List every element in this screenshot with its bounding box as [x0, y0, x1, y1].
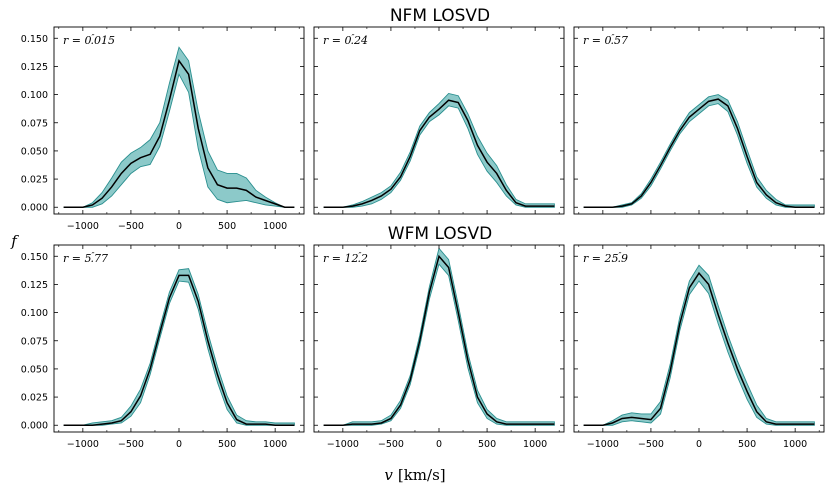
radius-annotation-suffix: .2 [357, 252, 368, 265]
confidence-band [583, 94, 815, 208]
x-tick-label: 1000 [523, 439, 547, 450]
y-tick-label: 0.075 [21, 118, 48, 129]
x-tick-label: −500 [378, 439, 404, 450]
y-tick-label: 0.050 [21, 146, 48, 157]
row-title-wfm: WFM LOSVD [388, 224, 492, 244]
radius-annotation-suffix: .24 [350, 34, 368, 47]
arcsec-mark: ″ [91, 33, 94, 42]
panel-6: −1000 −500 0 500 1000 r = 25″.9 [573, 244, 825, 450]
radius-annotation: r = 12″.2 [323, 251, 368, 265]
y-tick-label: 0.050 [21, 364, 48, 375]
x-tick-label: 500 [218, 439, 236, 450]
y-tick-label: 0.125 [21, 280, 48, 291]
x-tick-label: −500 [118, 221, 144, 232]
x-tick-label: 1000 [263, 221, 287, 232]
x-tick-label: 0 [176, 221, 182, 232]
x-tick-label: −1000 [67, 439, 99, 450]
radius-annotation-suffix: .57 [610, 34, 628, 47]
x-tick-label: −500 [638, 439, 664, 450]
x-tick-label: 1000 [263, 439, 287, 450]
panels: 0.000 0.025 0.050 0.075 0.100 0.125 0.150 −1000… [21, 26, 825, 450]
panel-1: 0.000 0.025 0.050 0.075 0.100 0.125 0.150 −1000… [21, 26, 305, 232]
y-tick-label: 0.150 [21, 252, 48, 263]
y-tick-label: 0.150 [21, 34, 48, 45]
y-tick-label: 0.100 [21, 308, 48, 319]
median-line [583, 98, 815, 208]
radius-annotation-suffix: .015 [90, 34, 115, 47]
confidence-band [323, 247, 555, 426]
x-tick-label: 500 [478, 439, 496, 450]
confidence-band [63, 268, 295, 426]
y-tick-label: 0.000 [21, 203, 48, 214]
radius-annotation: r = 0″.015 [63, 33, 115, 47]
arcsec-mark: ″ [91, 251, 94, 260]
panel-3: r = 0″.57 [573, 26, 825, 215]
y-tick-label: 0.025 [21, 393, 48, 404]
x-tick-label: 0 [176, 439, 182, 450]
y-tick-label: 0.125 [21, 62, 48, 73]
radius-annotation-prefix: r = 0 [323, 34, 351, 47]
confidence-band [583, 264, 815, 426]
panel-4: 0.000 0.025 0.050 0.075 0.100 0.125 0.150 −1000… [21, 244, 305, 450]
radius-annotation-prefix: r = 0 [583, 34, 611, 47]
radius-annotation-suffix: .77 [90, 252, 108, 265]
axes-frame [313, 244, 565, 433]
median-line [323, 254, 555, 426]
radius-annotation: r = 25″.9 [583, 251, 628, 265]
median-line [583, 271, 815, 426]
x-tick-label: 500 [738, 439, 756, 450]
x-tick-label: −1000 [327, 439, 359, 450]
x-axis-label: v [km/s] [384, 466, 445, 484]
panel-5: −1000 −500 0 500 1000 r = 12″.2 [313, 244, 565, 450]
confidence-band [323, 92, 555, 208]
median-line [323, 99, 555, 208]
median-line [63, 274, 295, 426]
row-title-nfm: NFM LOSVD [390, 6, 490, 26]
arcsec-mark: ″ [611, 33, 614, 42]
radius-annotation: r = 5″.77 [63, 251, 108, 265]
radius-annotation-prefix: r = 5 [63, 252, 91, 265]
median-line [63, 59, 295, 208]
x-tick-label: −1000 [67, 221, 99, 232]
x-tick-label: −1000 [587, 439, 619, 450]
x-tick-label: 0 [696, 439, 702, 450]
x-axis-label-symbol: v [384, 466, 393, 484]
radius-annotation: r = 0″.57 [583, 33, 628, 47]
arcsec-mark: ″ [618, 251, 621, 260]
arcsec-mark: ″ [351, 33, 354, 42]
radius-annotation-suffix: .9 [617, 252, 628, 265]
radius-annotation-prefix: r = 12 [323, 252, 358, 265]
x-tick-label: 1000 [783, 439, 807, 450]
y-tick-label: 0.075 [21, 336, 48, 347]
y-tick-label: 0.100 [21, 90, 48, 101]
y-axis-label: f [10, 232, 19, 250]
radius-annotation-prefix: r = 0 [63, 34, 91, 47]
x-tick-label: 0 [436, 439, 442, 450]
x-axis-label-unit: [km/s] [398, 466, 446, 484]
x-tick-label: 500 [218, 221, 236, 232]
y-tick-label: 0.000 [21, 421, 48, 432]
arcsec-mark: ″ [358, 251, 361, 260]
confidence-band [63, 46, 295, 208]
radius-annotation-prefix: r = 25 [583, 252, 618, 265]
axes-frame [573, 26, 825, 215]
panel-2: r = 0″.24 [313, 26, 565, 215]
axes-frame [313, 26, 565, 215]
y-tick-label: 0.025 [21, 175, 48, 186]
radius-annotation: r = 0″.24 [323, 33, 368, 47]
x-tick-label: −500 [118, 439, 144, 450]
